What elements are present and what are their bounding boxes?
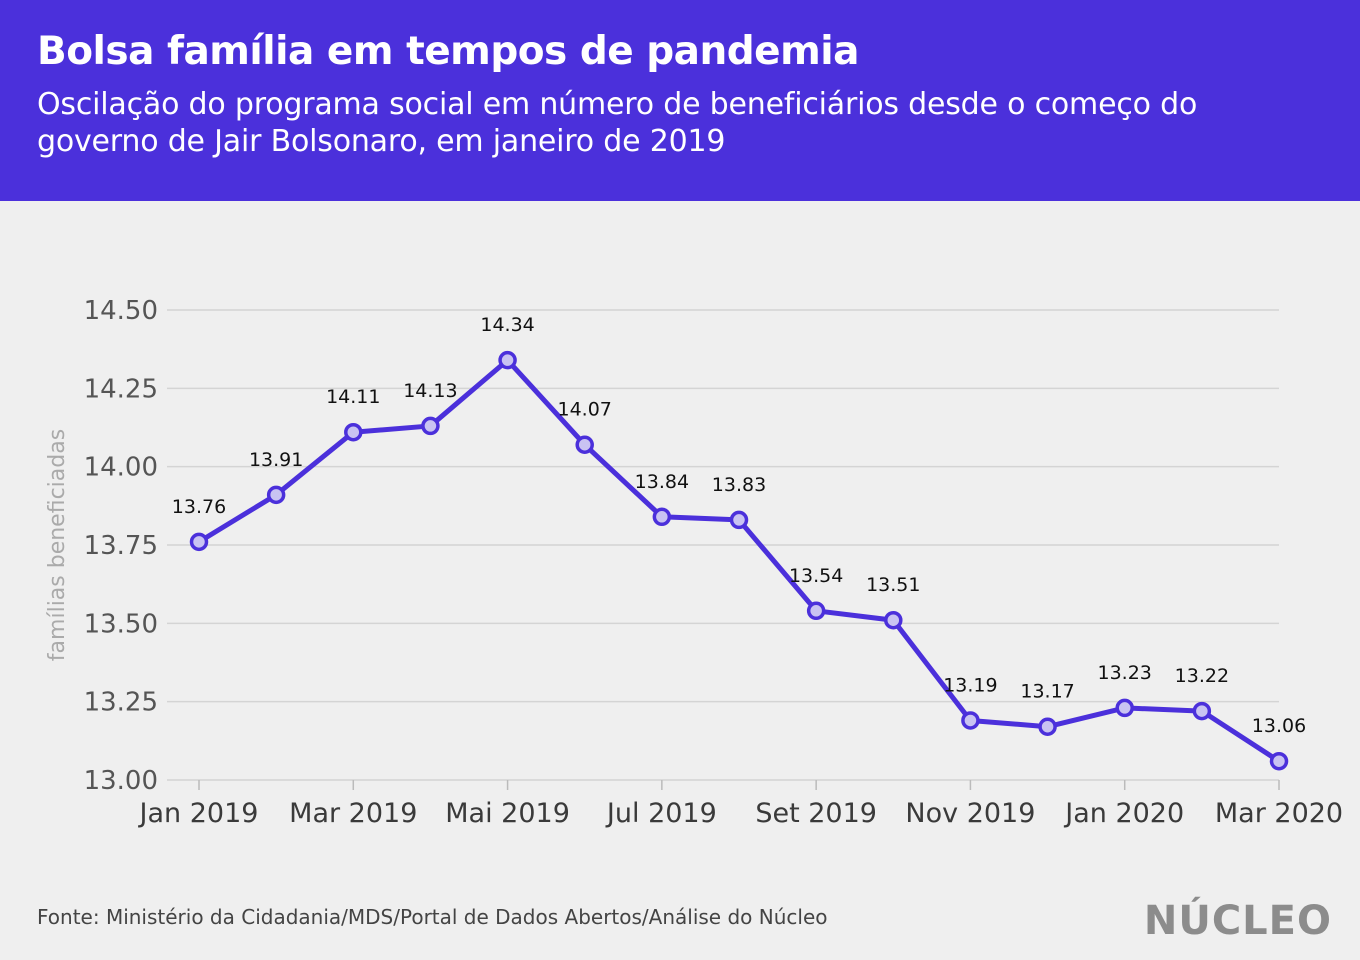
x-tick-label: Jan 2019 — [138, 798, 259, 829]
y-axis-label: famílias beneficiadas — [45, 429, 70, 661]
data-point — [498, 350, 517, 370]
data-point — [344, 422, 363, 442]
x-tick-label: Mai 2019 — [445, 798, 570, 829]
grid-lines — [167, 309, 1279, 781]
data-point — [961, 711, 980, 730]
data-label: 14.07 — [558, 399, 612, 421]
y-tick-label: 13.50 — [84, 609, 158, 639]
data-label: 13.83 — [712, 474, 766, 496]
data-point — [652, 507, 672, 527]
y-tick-label: 14.50 — [84, 296, 158, 326]
data-point — [189, 532, 209, 552]
source-note: Fonte: Ministério da Cidadania/MDS/Porta… — [37, 905, 828, 929]
data-point — [1038, 717, 1057, 736]
y-tick-label: 14.25 — [84, 374, 158, 404]
data-label: 14.11 — [326, 386, 380, 408]
y-tick-label: 14.00 — [84, 453, 158, 483]
data-label: 13.19 — [943, 674, 997, 696]
x-tick-label: Jan 2020 — [1063, 798, 1184, 829]
data-points — [189, 350, 1289, 771]
data-label: 14.13 — [403, 380, 457, 402]
y-tick-label: 13.00 — [84, 766, 158, 796]
data-label: 13.23 — [1098, 662, 1152, 684]
y-tick-label: 13.75 — [84, 531, 158, 561]
data-label: 13.51 — [866, 574, 920, 596]
data-point — [421, 416, 440, 436]
x-tick-label: Mar 2019 — [289, 798, 417, 829]
data-point — [729, 510, 749, 530]
data-label: 13.54 — [789, 565, 843, 587]
y-axis-ticks: 13.00 13.25 13.50 13.75 14.00 14.25 14.50 — [84, 296, 158, 796]
data-label: 13.76 — [172, 496, 226, 518]
x-tick-label: Nov 2019 — [905, 798, 1035, 829]
x-axis-ticks: Jan 2019 Mar 2019 Mai 2019 Jul 2019 Set 2019… — [138, 780, 1343, 829]
x-tick-label: Mar 2020 — [1215, 798, 1343, 829]
y-tick-label: 13.25 — [84, 688, 158, 718]
data-point — [806, 601, 826, 621]
data-label: 13.84 — [635, 471, 689, 493]
chart-subtitle: Oscilação do programa social em número d… — [37, 87, 1198, 159]
data-label: 13.06 — [1252, 715, 1306, 737]
data-point — [266, 485, 286, 505]
brand-logo: NÚCLEO — [1143, 898, 1332, 944]
data-label: 13.91 — [249, 449, 303, 471]
data-point — [575, 435, 594, 454]
data-point — [1115, 698, 1134, 718]
chart-header: Bolsa família em tempos de pandemia Osci… — [0, 0, 1360, 201]
x-tick-label: Jul 2019 — [605, 798, 717, 829]
data-label: 14.34 — [480, 314, 534, 336]
chart-title: Bolsa família em tempos de pandemia — [37, 29, 859, 74]
data-point — [1269, 751, 1289, 771]
data-point — [1192, 701, 1212, 721]
data-label: 13.22 — [1175, 665, 1229, 687]
data-labels: 13.76 13.91 14.11 14.13 14.34 14.07 13.84 13.83… — [172, 314, 1306, 737]
data-point — [884, 610, 903, 630]
data-label: 13.17 — [1020, 681, 1074, 703]
x-tick-label: Set 2019 — [755, 798, 877, 829]
